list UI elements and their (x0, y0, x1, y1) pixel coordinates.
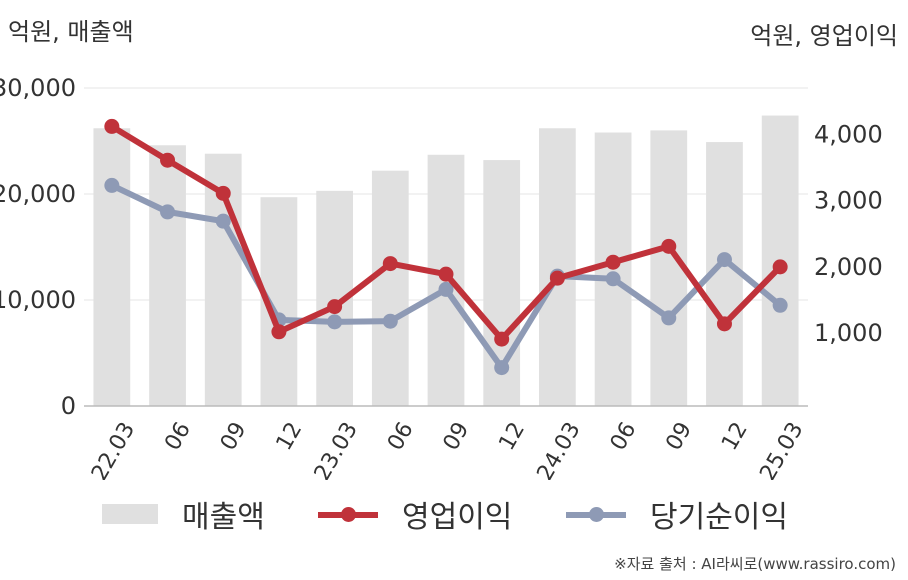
source-note: ※자료 출처 : AI라씨로(www.rassiro.com) (614, 555, 896, 573)
legend-item-revenue: 매출액 (102, 492, 265, 536)
x-tick-label: 12 (494, 418, 530, 455)
legend-line-swatch (566, 507, 626, 522)
series-point (382, 256, 398, 272)
x-tick-label: 25.03 (755, 418, 808, 480)
legend-line-swatch (318, 507, 378, 522)
right-tick-label: 2,000 (814, 253, 883, 281)
series-point (716, 252, 732, 268)
series-point (327, 299, 343, 315)
series-point (438, 281, 454, 297)
legend-bar-swatch (102, 504, 158, 524)
legend-label-operating-profit: 영업이익 (402, 500, 513, 535)
legend-label-revenue: 매출액 (182, 500, 265, 535)
bar (93, 128, 131, 406)
left-tick-label: 10,000 (0, 286, 76, 314)
series-point (160, 204, 176, 220)
series-point (661, 238, 677, 254)
x-tick-label: 12 (272, 418, 308, 455)
series-point (215, 213, 231, 229)
x-tick-label: 06 (160, 418, 196, 455)
series-point (104, 118, 120, 134)
series-point (104, 177, 120, 193)
bar (371, 170, 409, 406)
x-tick-label: 24.03 (533, 418, 586, 480)
x-tick-label: 23.03 (310, 418, 363, 480)
series-point (772, 297, 788, 313)
left-tick-label: 20,000 (0, 180, 76, 208)
series-point (494, 360, 510, 376)
x-tick-label: 12 (717, 418, 753, 455)
series-point (716, 316, 732, 332)
left-axis-unit-label: 억원, 매출액 (8, 18, 134, 46)
legend-item-operating-profit: 영업이익 (318, 492, 512, 536)
x-tick-label: 06 (383, 418, 419, 455)
right-tick-label: 4,000 (814, 120, 883, 148)
series-point (271, 324, 287, 340)
x-tick-label: 22.03 (87, 418, 140, 480)
series-point (160, 152, 176, 168)
series-point (327, 314, 343, 330)
left-tick-label: 30,000 (0, 74, 76, 102)
series-point (382, 313, 398, 329)
series-point (605, 271, 621, 287)
right-tick-label: 1,000 (814, 319, 883, 347)
series-point (215, 185, 231, 201)
left-tick-label: 0 (61, 392, 76, 420)
bar (539, 128, 576, 406)
series-point (605, 254, 621, 270)
legend-item-net-income: 당기순이익 (566, 492, 788, 536)
combo-chart: 0 10,000 20,000 30,000 1,000 2,000 3,000 4,000 2… (0, 74, 883, 480)
series-point (661, 310, 677, 326)
right-axis-unit-label: 억원, 영업이익 (750, 22, 898, 50)
series-point (494, 331, 510, 347)
right-tick-label: 3,000 (814, 187, 883, 215)
series-point (772, 259, 788, 275)
series-point (549, 270, 565, 286)
x-tick-label: 09 (661, 418, 697, 455)
series-point (438, 266, 454, 282)
legend: 매출액 영업이익 당기순이익 (0, 492, 908, 536)
legend-label-net-income: 당기순이익 (650, 500, 788, 535)
x-tick-label: 09 (439, 418, 475, 455)
x-tick-label: 06 (606, 418, 642, 455)
x-tick-label: 09 (216, 418, 252, 455)
bar (149, 145, 186, 407)
